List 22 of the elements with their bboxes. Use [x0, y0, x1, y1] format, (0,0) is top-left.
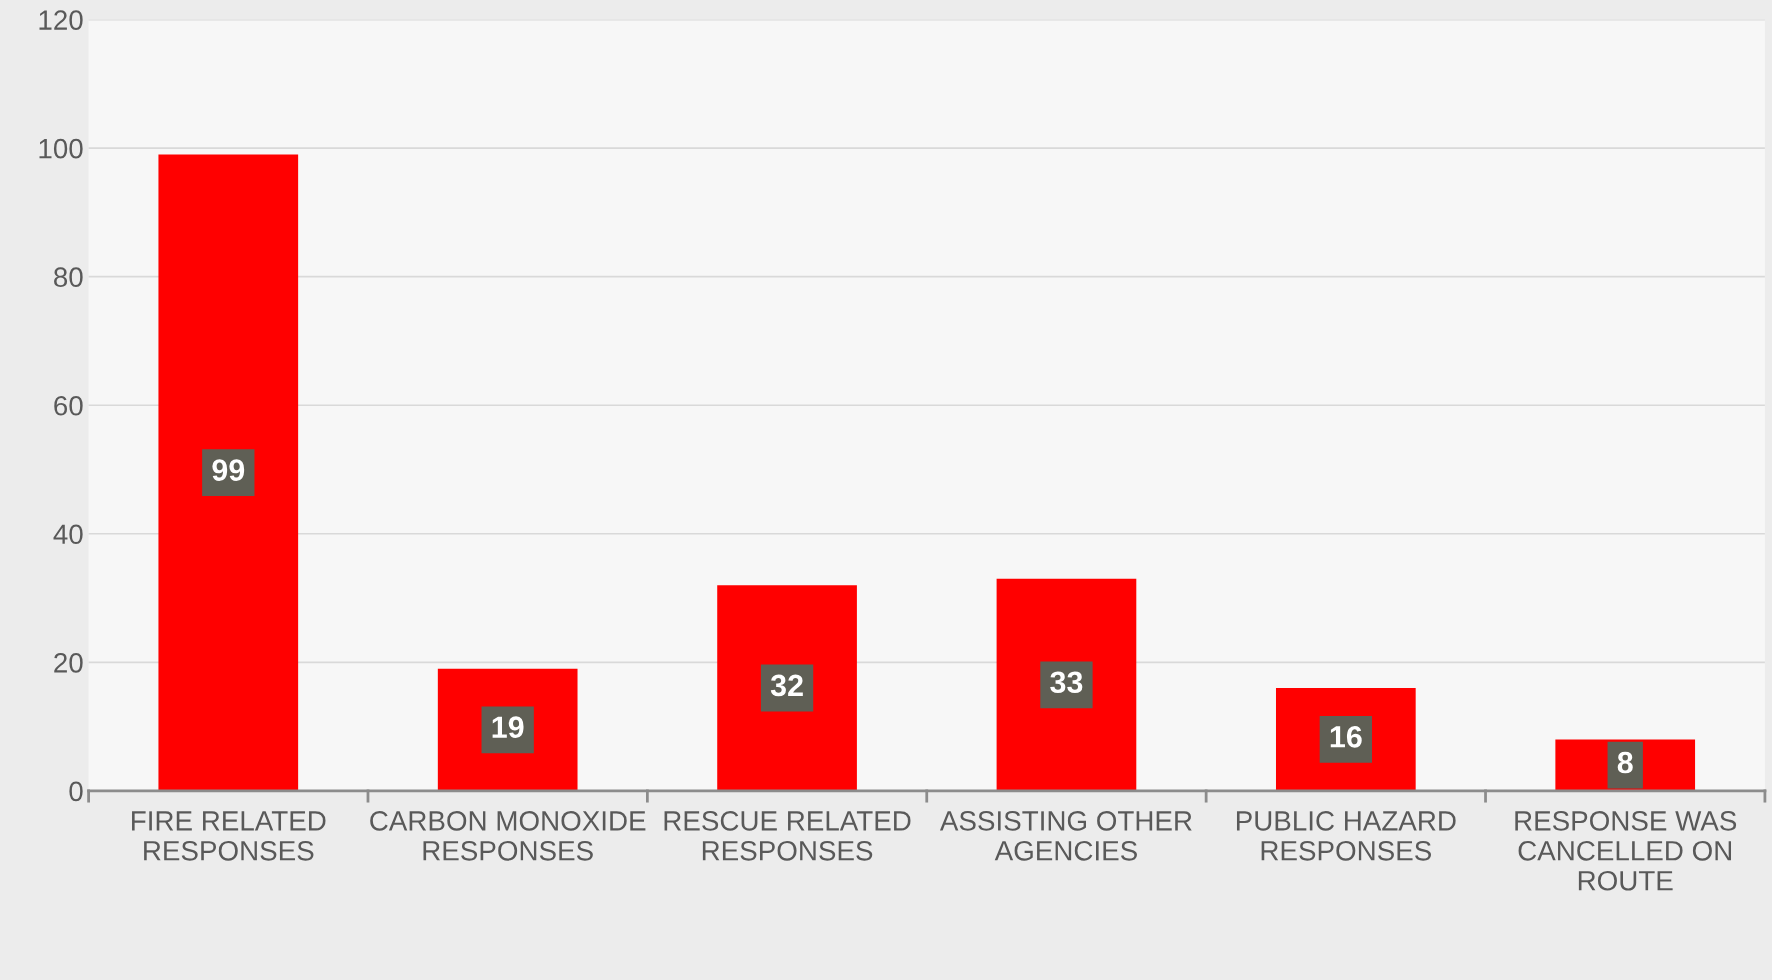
data-label: 99: [212, 459, 245, 481]
bar: [996, 578, 1137, 791]
data-label: 8: [1617, 751, 1633, 774]
y-tick-label: 40: [53, 524, 83, 545]
x-tick-label: CARBON MONOXIDE RESPONSES: [370, 811, 646, 861]
data-label: 32: [770, 674, 803, 697]
data-label: 19: [492, 716, 524, 738]
x-tick-label: RESPONSE WAS CANCELLED ON ROUTE: [1515, 811, 1737, 891]
x-tick-label: FIRE RELATED RESPONSES: [132, 811, 326, 861]
x-tick-label: ASSISTING OTHER AGENCIES: [939, 811, 1192, 861]
bar: [158, 154, 299, 791]
x-tick-label: PUBLIC HAZARD RESPONSES: [1236, 811, 1456, 861]
bar: [717, 585, 857, 791]
y-tick-label: 100: [39, 138, 83, 159]
x-tick-label: RESCUE RELATED RESPONSES: [664, 811, 911, 861]
y-tick-label: 20: [54, 652, 83, 673]
data-label: 33: [1050, 671, 1083, 694]
y-tick-label: 120: [39, 10, 83, 30]
data-label: 16: [1330, 726, 1362, 748]
y-tick-label: 80: [54, 267, 83, 288]
y-tick-label: 60: [54, 395, 83, 416]
y-tick-label: 0: [69, 781, 83, 802]
